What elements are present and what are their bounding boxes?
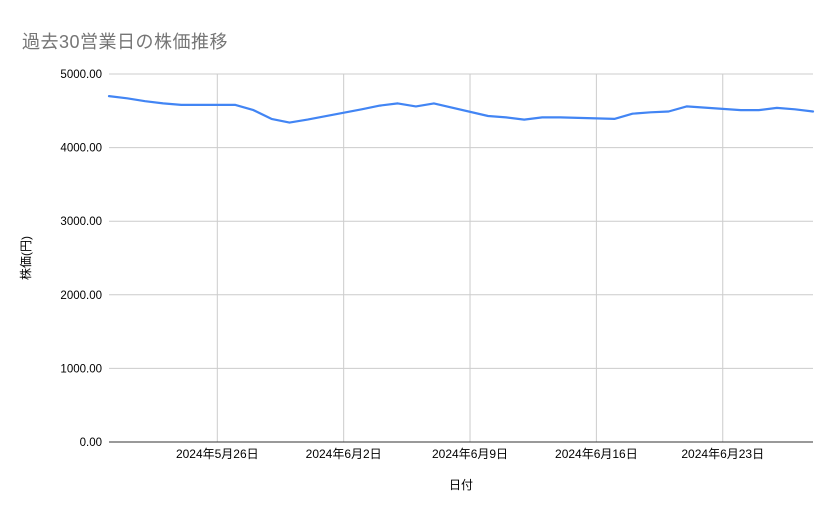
y-tick-label: 1000.00 bbox=[60, 363, 102, 375]
y-tick-label: 5000.00 bbox=[60, 69, 102, 81]
x-tick-label: 2024年5月26日 bbox=[176, 447, 259, 461]
y-axis-title: 株価(円) bbox=[18, 236, 33, 280]
y-tick-label: 4000.00 bbox=[60, 143, 102, 155]
x-tick-label: 2024年6月9日 bbox=[432, 447, 508, 461]
y-tick-label: 3000.00 bbox=[60, 216, 102, 228]
x-tick-label: 2024年6月16日 bbox=[555, 447, 638, 461]
x-axis-title: 日付 bbox=[449, 478, 473, 492]
chart-title: 過去30営業日の株価推移 bbox=[22, 32, 229, 52]
y-tick-label: 0.00 bbox=[80, 437, 102, 449]
y-tick-label: 2000.00 bbox=[60, 290, 102, 302]
x-tick-label: 2024年6月2日 bbox=[306, 447, 382, 461]
price-line bbox=[107, 94, 815, 124]
x-tick-label: 2024年6月23日 bbox=[681, 447, 764, 461]
